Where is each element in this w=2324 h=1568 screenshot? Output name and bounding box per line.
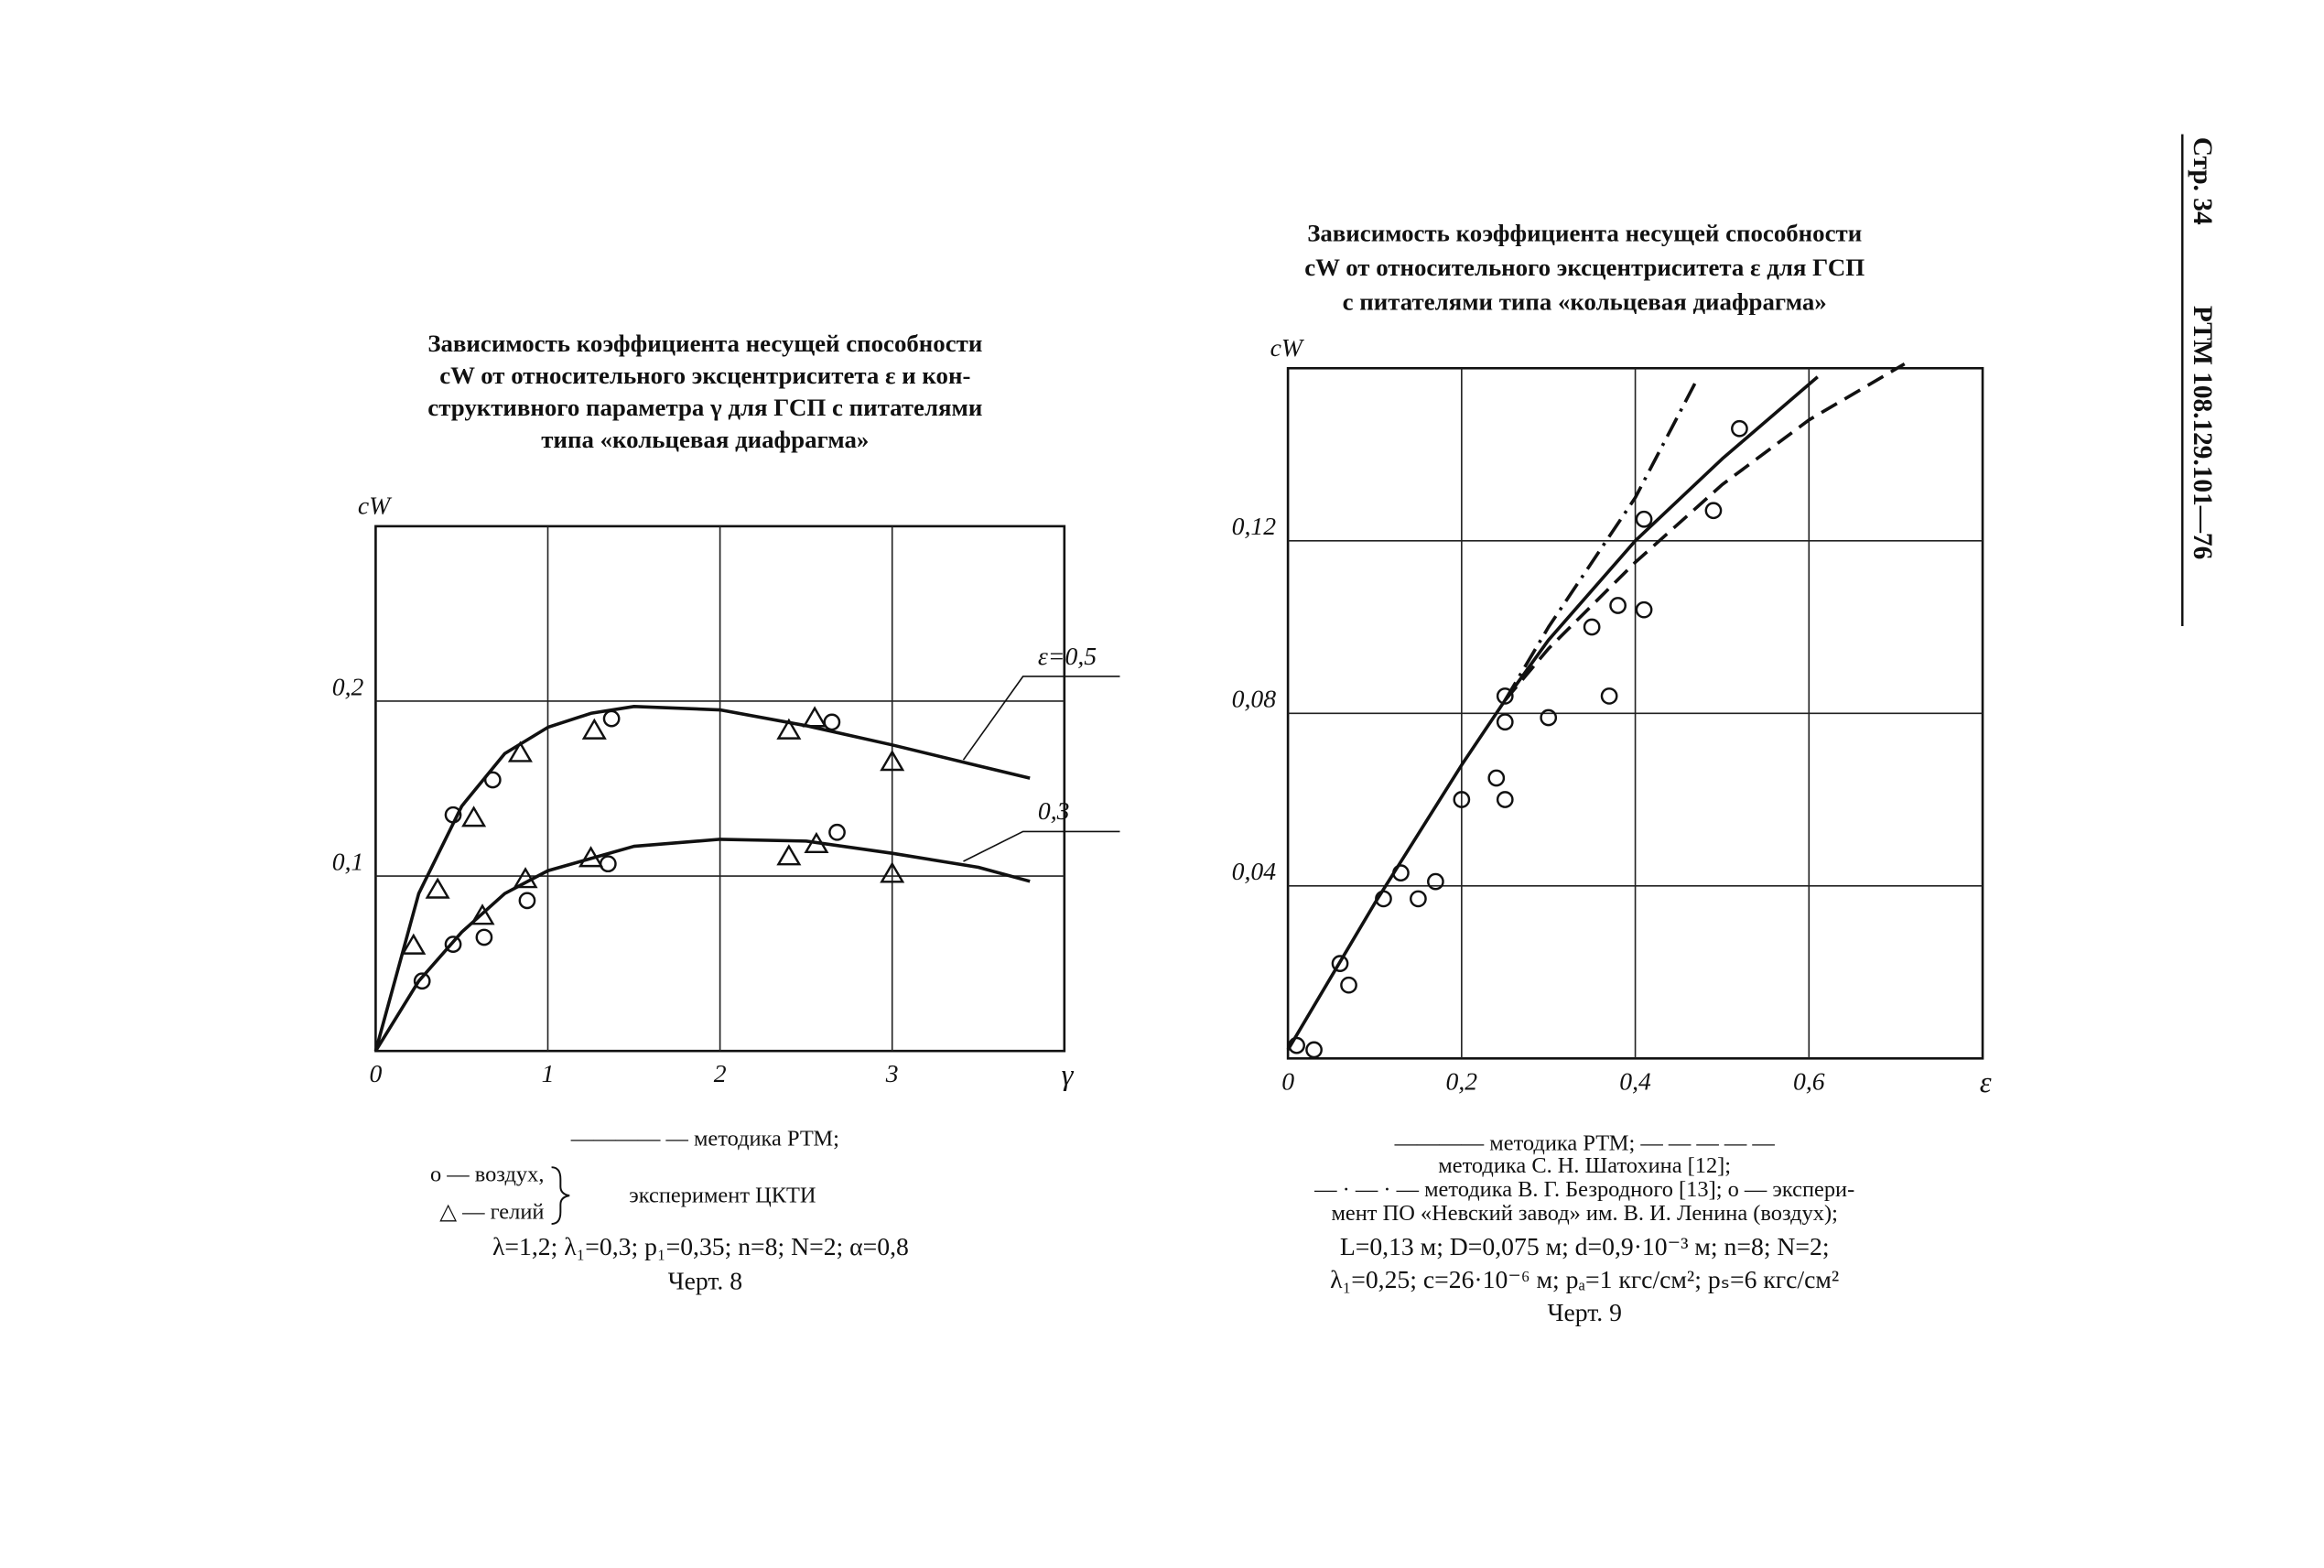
circle-point — [828, 823, 846, 841]
y-axis-label: cW — [358, 492, 393, 520]
curve — [1503, 380, 1698, 702]
leader-line — [963, 830, 1120, 862]
page-number: Стр. 34 — [2188, 137, 2217, 225]
x-tick-label: 0 — [1281, 1066, 1294, 1095]
legend-note: — · — · — методика В. Г. Безродного [13]… — [1313, 1177, 1854, 1202]
legend-note: ———— методика РТМ; — — — — — — [1394, 1130, 1776, 1155]
leader-line — [962, 676, 1120, 761]
x-tick-label: 3 — [885, 1059, 899, 1087]
circle-point — [1583, 618, 1601, 636]
triangle-point — [578, 846, 604, 868]
triangle-point — [776, 844, 802, 866]
circle-point — [475, 928, 493, 946]
triangle-point — [880, 861, 905, 883]
document-code: РТМ 108.129.101—76 — [2188, 306, 2217, 559]
circle-point — [1453, 791, 1471, 808]
brace — [551, 1166, 570, 1226]
figure-caption: Черт. 9 — [1547, 1298, 1621, 1326]
chart-title: с питателями типа «кольцевая диафрагма» — [1343, 287, 1827, 315]
legend-note: L=0,13 м; D=0,075 м; d=0,9·10⁻³ м; n=8; … — [1340, 1232, 1830, 1260]
chart-title: типа «кольцевая диафрагма» — [541, 426, 869, 453]
legend-entry: о — воздух, — [430, 1162, 545, 1187]
chart-title: Зависимость коэффициента несущей способн… — [1307, 219, 1862, 246]
circle-point — [1496, 687, 1514, 705]
figure-caption: Черт. 8 — [668, 1267, 742, 1295]
x-tick-label: 2 — [714, 1059, 727, 1087]
triangle-point — [507, 741, 533, 762]
x-tick-label: 1 — [542, 1059, 555, 1087]
curve-label: ε=0,5 — [1038, 642, 1097, 670]
circle-point — [1487, 769, 1506, 787]
circle-point — [1305, 1041, 1323, 1059]
y-tick-label: 0,1 — [332, 847, 364, 875]
curve — [373, 705, 1031, 1052]
chart-title: Зависимость коэффициента несущей способн… — [427, 330, 982, 357]
circle-point — [599, 855, 617, 873]
circle-point — [1375, 890, 1392, 908]
y-tick-label: 0,2 — [332, 672, 364, 700]
triangle-point — [401, 933, 427, 955]
circle-point — [1427, 872, 1444, 891]
x-tick-label: 0 — [369, 1059, 382, 1087]
curve — [1503, 362, 1906, 702]
legend-entry: △ — гелий — [439, 1199, 544, 1224]
y-axis-label: cW — [1270, 333, 1305, 362]
circle-point — [1496, 791, 1514, 808]
y-tick-label: 0,04 — [1232, 857, 1277, 885]
triangle-point — [425, 877, 450, 899]
circle-point — [1392, 864, 1410, 882]
chart-title: cW от относительного эксцентриситета ε д… — [1304, 254, 1865, 281]
triangle-point — [776, 718, 802, 740]
circle-point — [444, 935, 462, 953]
circle-point — [1635, 600, 1653, 619]
circle-point — [1410, 890, 1427, 908]
circle-point — [1340, 976, 1357, 994]
triangle-point — [804, 831, 829, 854]
circle-point — [518, 892, 536, 910]
legend-note: мент ПО «Невский завод» им. В. И. Ленина… — [1331, 1201, 1837, 1226]
circle-point — [1496, 713, 1514, 731]
legend-entry: ———— — методика РТМ; — [570, 1126, 839, 1151]
triangle-point — [581, 718, 607, 740]
parameters: λ=1,2; λ₁=0,3; p₁=0,35; n=8; N=2; α=0,8 — [492, 1232, 909, 1260]
y-tick-label: 0,08 — [1232, 685, 1277, 713]
circle-point — [1288, 1036, 1305, 1054]
curve — [373, 838, 1031, 1053]
circle-point — [413, 972, 431, 990]
x-tick-label: 0,4 — [1619, 1066, 1651, 1095]
circle-point — [483, 771, 502, 789]
circle-point — [1540, 708, 1558, 727]
chart-title: cW от относительного эксцентриситета ε и… — [439, 362, 970, 389]
circle-point — [1704, 502, 1723, 520]
curve — [1286, 375, 1819, 1051]
circle-point — [823, 713, 841, 731]
triangle-point — [802, 706, 827, 728]
chart-title: структивного параметра γ для ГСП с питат… — [427, 394, 982, 421]
x-axis-label: γ — [1062, 1059, 1075, 1092]
curve-label: 0,3 — [1038, 796, 1070, 825]
x-tick-label: 0,2 — [1446, 1066, 1478, 1095]
circle-point — [1331, 955, 1349, 972]
circle-point — [1635, 510, 1653, 528]
circle-point — [444, 806, 462, 824]
triangle-point — [513, 867, 538, 889]
y-tick-label: 0,12 — [1232, 512, 1277, 540]
circle-point — [1731, 419, 1748, 438]
circle-point — [602, 709, 621, 728]
triangle-point — [470, 903, 495, 925]
triangle-point — [880, 750, 905, 772]
triangle-point — [461, 806, 487, 827]
legend-note: λ₁=0,25; c=26·10⁻⁶ м; pₐ=1 кгс/см²; pₛ=6… — [1330, 1265, 1839, 1293]
legend-note: методика С. Н. Шатохина [12]; — [1438, 1153, 1731, 1178]
x-tick-label: 0,6 — [1793, 1066, 1825, 1095]
circle-point — [1600, 687, 1618, 705]
circle-point — [1609, 597, 1627, 614]
x-axis-label: ε — [1980, 1066, 1992, 1099]
content: Стр. 34 РТМ 108.129.101—76 Зависимость к… — [332, 134, 2217, 1326]
legend-entry: эксперимент ЦКТИ — [629, 1183, 816, 1207]
